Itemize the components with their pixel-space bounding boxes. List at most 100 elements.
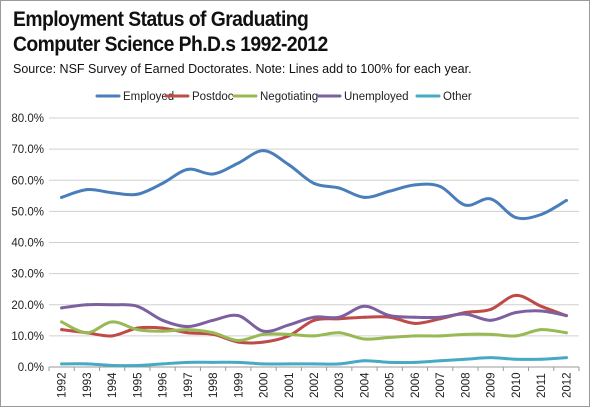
x-tick-label: 2006 (410, 372, 422, 398)
x-tick-label: 1993 (82, 372, 94, 398)
gridlines (49, 117, 579, 368)
data-point-unemployed (337, 315, 341, 319)
data-point-negotiating (110, 320, 114, 324)
data-point-other (186, 360, 190, 364)
x-tick-label: 1999 (233, 372, 245, 398)
x-tick-label: 2002 (309, 372, 321, 398)
data-point-negotiating (413, 334, 417, 338)
data-point-unemployed (388, 314, 392, 318)
data-point-other (211, 360, 215, 364)
x-tick-label: 2008 (460, 372, 472, 398)
data-point-employed (161, 181, 165, 185)
x-tick-label: 1996 (158, 372, 170, 398)
y-tick-label: 0.0% (18, 362, 44, 374)
x-tick-label: 2009 (486, 372, 498, 398)
data-point-other (110, 363, 114, 367)
data-point-unemployed (514, 311, 518, 315)
x-tick-label: 2000 (259, 372, 271, 398)
data-point-employed (362, 195, 366, 199)
data-point-postdoc (60, 328, 64, 332)
data-point-unemployed (135, 304, 139, 308)
data-point-negotiating (438, 334, 442, 338)
data-point-unemployed (413, 315, 417, 319)
data-point-other (438, 359, 442, 363)
data-point-employed (186, 167, 190, 171)
series-line-negotiating (60, 320, 568, 343)
data-point-unemployed (438, 315, 442, 319)
legend-label-employed: Employed (123, 91, 174, 103)
data-point-unemployed (211, 318, 215, 322)
x-tick-label: 1994 (107, 372, 119, 398)
data-point-unemployed (287, 323, 291, 327)
x-tick-label: 2005 (385, 372, 397, 398)
data-point-unemployed (362, 304, 366, 308)
data-point-negotiating (161, 329, 165, 333)
data-point-other (60, 362, 64, 366)
data-point-postdoc (161, 326, 165, 330)
data-point-unemployed (463, 312, 467, 316)
data-point-other (362, 359, 366, 363)
data-point-employed (60, 195, 64, 199)
data-point-employed (110, 191, 114, 195)
data-point-unemployed (110, 303, 114, 307)
data-point-employed (564, 198, 568, 202)
data-point-negotiating (211, 331, 215, 335)
data-point-negotiating (539, 328, 543, 332)
y-tick-label: 60.0% (11, 175, 44, 187)
data-point-other (135, 363, 139, 367)
data-point-postdoc (539, 304, 543, 308)
legend-label-negotiating: Negotiating (260, 91, 318, 103)
data-point-unemployed (312, 315, 316, 319)
data-point-employed (287, 163, 291, 167)
data-point-employed (236, 161, 240, 165)
data-point-other (312, 362, 316, 366)
data-point-postdoc (514, 293, 518, 297)
data-point-unemployed (161, 318, 165, 322)
y-tick-label: 30.0% (11, 269, 44, 281)
data-point-negotiating (337, 331, 341, 335)
x-tick-label: 2003 (334, 372, 346, 398)
data-point-postdoc (413, 321, 417, 325)
x-tick-label: 2007 (435, 372, 447, 398)
data-point-postdoc (186, 331, 190, 335)
data-point-negotiating (186, 328, 190, 332)
data-point-negotiating (388, 335, 392, 339)
data-point-employed (262, 149, 266, 153)
data-point-other (388, 360, 392, 364)
data-point-negotiating (463, 332, 467, 336)
x-tick-label: 1995 (132, 372, 144, 398)
data-point-postdoc (262, 340, 266, 344)
series-lines (60, 149, 568, 368)
x-tick-label: 2001 (284, 372, 296, 398)
chart-title-line-2: Computer Science Ph.D.s 1992-2012 (13, 33, 328, 56)
data-point-employed (463, 203, 467, 207)
chart-title-line-1: Employment Status of Graduating (13, 8, 309, 31)
data-point-negotiating (85, 331, 89, 335)
data-point-unemployed (236, 314, 240, 318)
data-point-employed (388, 189, 392, 193)
x-tick-label: 2010 (511, 372, 523, 398)
data-point-other (262, 362, 266, 366)
data-point-employed (514, 216, 518, 220)
data-point-unemployed (539, 309, 543, 313)
x-tick-label: 1997 (183, 372, 195, 398)
data-point-employed (85, 188, 89, 192)
x-tick-label: 2011 (536, 373, 548, 398)
y-tick-label: 20.0% (11, 300, 44, 312)
data-point-other (85, 362, 89, 366)
x-tick-label: 1992 (57, 372, 69, 398)
data-point-postdoc (489, 307, 493, 311)
data-point-negotiating (60, 320, 64, 324)
axes: 0.0% 10.0% 20.0% 30.0% 40.0% 50.0% 60.0% 70.0% 8… (11, 113, 580, 398)
data-point-employed (539, 212, 543, 216)
data-point-unemployed (60, 306, 64, 310)
x-tick-label: 1998 (208, 372, 220, 398)
y-tick-label: 40.0% (11, 238, 44, 250)
data-point-other (413, 360, 417, 364)
y-tick-label: 80.0% (11, 113, 44, 125)
legend-label-other: Other (443, 91, 472, 103)
data-point-negotiating (362, 337, 366, 341)
data-point-unemployed (186, 325, 190, 329)
data-point-employed (135, 192, 139, 196)
